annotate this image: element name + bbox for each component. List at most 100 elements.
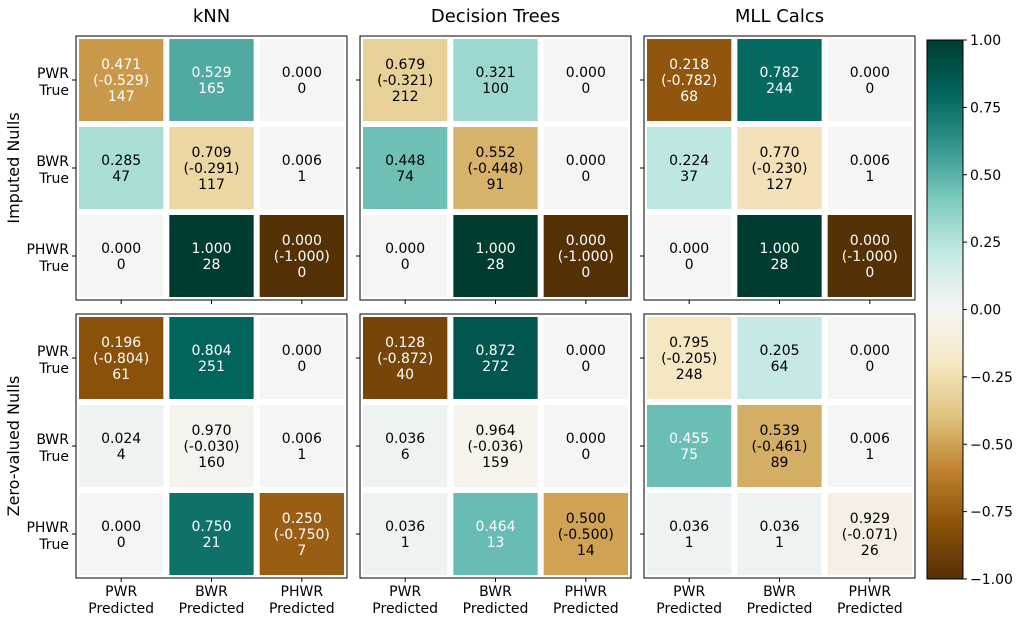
heatmap-cell <box>363 493 448 575</box>
heatmap-cell <box>737 127 822 209</box>
cell-label: 89 <box>771 455 789 471</box>
heatmap-cell <box>737 39 822 121</box>
cell-label: 0.000 <box>850 65 890 81</box>
heatmap-cell <box>363 127 448 209</box>
cell-label: 0.679 <box>385 57 425 73</box>
cell-label: 0.205 <box>759 343 799 359</box>
cell-label: 0.285 <box>101 153 141 169</box>
cell-label: 0.872 <box>475 343 515 359</box>
heatmap-cell <box>169 127 254 209</box>
y-tick-label: BWR <box>36 154 69 170</box>
cell-label: 0.709 <box>191 145 231 161</box>
y-tick-label: True <box>38 361 69 377</box>
heatmap-cell <box>259 317 344 399</box>
cell-label: 0.000 <box>282 343 322 359</box>
heatmap-cell <box>453 493 538 575</box>
cell-label: 127 <box>766 177 793 193</box>
cell-label: 100 <box>482 81 509 97</box>
x-tick-label: Predicted <box>463 601 529 617</box>
y-tick-label: True <box>38 83 69 99</box>
cell-label: 0.000 <box>566 343 606 359</box>
cell-label: 272 <box>482 359 509 375</box>
cell-label: 0.804 <box>191 343 231 359</box>
x-tick-label: Predicted <box>88 601 154 617</box>
cell-label: 0 <box>581 81 590 97</box>
heatmap-cell <box>827 215 912 297</box>
cell-label: 40 <box>396 367 414 383</box>
cell-label: 0.964 <box>475 423 515 439</box>
cell-label: 0.471 <box>101 57 141 73</box>
cell-label: (-1.000) <box>558 249 614 265</box>
y-tick-label: True <box>38 537 69 553</box>
heatmap-cell <box>543 493 628 575</box>
x-tick-label: Predicted <box>656 601 722 617</box>
cell-label: 0 <box>297 359 306 375</box>
cell-label: 147 <box>108 89 135 105</box>
heatmap-cell <box>543 127 628 209</box>
heatmap-cell <box>737 215 822 297</box>
x-tick-label: Predicted <box>553 601 619 617</box>
cell-label: 1.000 <box>191 241 231 257</box>
cell-label: 64 <box>771 359 789 375</box>
x-tick-label: Predicted <box>179 601 245 617</box>
cell-label: (-0.804) <box>93 351 149 367</box>
heatmap-cell <box>259 39 344 121</box>
cell-label: 6 <box>401 447 410 463</box>
heatmap-cell <box>453 405 538 487</box>
heatmap-cell <box>453 39 538 121</box>
x-tick-label: PHWR <box>849 584 892 600</box>
heatmap-cell <box>169 215 254 297</box>
cell-label: 251 <box>198 359 225 375</box>
cell-label: 0.036 <box>385 519 425 535</box>
cell-label: 0.000 <box>566 65 606 81</box>
cell-label: 117 <box>198 177 225 193</box>
cell-label: 0 <box>117 535 126 551</box>
heatmap-cell <box>453 215 538 297</box>
cell-label: 13 <box>487 535 505 551</box>
cell-label: 0.321 <box>475 65 515 81</box>
heatmap-cell <box>259 405 344 487</box>
cell-label: 0.750 <box>191 519 231 535</box>
cell-label: 0.250 <box>282 511 322 527</box>
x-tick-label: Predicted <box>372 601 438 617</box>
cell-label: 0.000 <box>101 241 141 257</box>
colorbar-tick-label: 0.00 <box>970 303 1001 319</box>
heatmap-cell <box>543 39 628 121</box>
cell-label: 0.224 <box>669 153 709 169</box>
cell-label: (-0.448) <box>467 161 523 177</box>
column-title: MLL Calcs <box>735 6 824 27</box>
cell-label: (-0.030) <box>183 439 239 455</box>
heatmap-cell <box>827 405 912 487</box>
x-tick-label: PHWR <box>565 584 608 600</box>
heatmap-cell <box>543 317 628 399</box>
cell-label: 0 <box>117 257 126 273</box>
heatmap-cell <box>79 215 164 297</box>
heatmap-cell <box>647 493 732 575</box>
heatmap-cell <box>827 127 912 209</box>
cell-label: 0.500 <box>566 511 606 527</box>
heatmap-cell <box>647 127 732 209</box>
cell-label: 0 <box>865 81 874 97</box>
cell-label: 0 <box>581 359 590 375</box>
cell-label: 1.000 <box>475 241 515 257</box>
cell-label: 1 <box>865 169 874 185</box>
cell-label: (-0.321) <box>377 73 433 89</box>
cell-label: (-0.750) <box>274 527 330 543</box>
cell-label: 159 <box>482 455 509 471</box>
heatmap-panel: 0.218(-0.782)680.7822440.00000.224370.77… <box>640 35 916 304</box>
column-title: Decision Trees <box>431 6 560 27</box>
cell-label: (-1.000) <box>842 249 898 265</box>
cell-label: 212 <box>392 89 419 105</box>
cell-label: 0.539 <box>759 423 799 439</box>
cell-label: 0.196 <box>101 335 141 351</box>
cell-label: 0.000 <box>282 65 322 81</box>
cell-label: 68 <box>680 89 698 105</box>
cell-label: 0 <box>685 257 694 273</box>
cell-label: 160 <box>198 455 225 471</box>
cell-label: 1 <box>865 447 874 463</box>
cell-label: 0.000 <box>101 519 141 535</box>
cell-label: (-0.230) <box>751 161 807 177</box>
row-title: Zero-valued Nulls <box>4 376 23 517</box>
x-tick-label: Predicted <box>837 601 903 617</box>
